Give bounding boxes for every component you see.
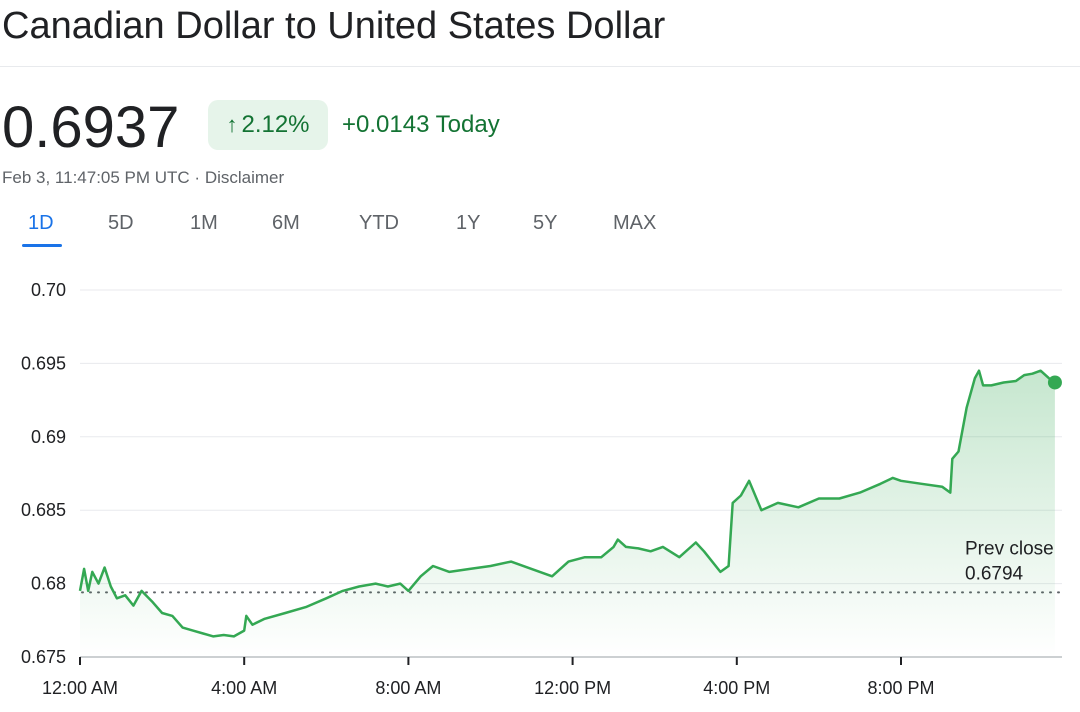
prev-close-label: Prev close [965, 538, 1054, 559]
timestamp-disclaimer[interactable]: Feb 3, 11:47:05 PM UTC · Disclaimer [2, 168, 285, 187]
y-axis-ticks: 0.70 0.695 0.69 0.685 0.68 0.675 [21, 280, 66, 667]
tab-5y[interactable]: 5Y [533, 212, 558, 234]
change-percent-badge: ↑ 2.12% [208, 100, 328, 150]
change-percent-value: 2.12% [241, 111, 310, 138]
x-tick-label: 12:00 AM [42, 678, 118, 698]
range-tabs: 1D 5D 1M 6M YTD 1Y 5Y MAX [0, 208, 760, 247]
x-tick-label: 4:00 PM [703, 678, 770, 698]
y-tick-label: 0.685 [21, 500, 66, 520]
y-tick-label: 0.69 [31, 427, 66, 447]
arrow-up-icon: ↑ [226, 112, 238, 137]
x-tick-label: 8:00 AM [375, 678, 441, 698]
prev-close-value: 0.6794 [965, 563, 1024, 584]
tab-1m[interactable]: 1M [190, 212, 218, 234]
header-divider [0, 66, 1080, 67]
x-tick-label: 8:00 PM [867, 678, 934, 698]
current-price: 0.6937 [2, 95, 180, 160]
page-title: Canadian Dollar to United States Dollar [2, 5, 666, 47]
tab-max[interactable]: MAX [613, 212, 657, 234]
tab-6m[interactable]: 6M [272, 212, 300, 234]
x-tick-label: 4:00 AM [211, 678, 277, 698]
y-tick-label: 0.68 [31, 574, 66, 594]
tab-5d[interactable]: 5D [108, 212, 134, 234]
change-absolute: +0.0143 Today [342, 111, 500, 138]
y-tick-label: 0.70 [31, 280, 66, 300]
tab-ytd[interactable]: YTD [359, 212, 399, 234]
tab-1y[interactable]: 1Y [456, 212, 481, 234]
tab-1d[interactable]: 1D [28, 212, 54, 234]
price-series-line [78, 369, 1056, 638]
last-price-dot [1047, 375, 1062, 390]
price-area-fill [80, 370, 1055, 657]
x-axis-ticks: 12:00 AM 4:00 AM 8:00 AM 12:00 PM 4:00 PM 8:0… [42, 657, 935, 698]
x-tick-label: 12:00 PM [534, 678, 611, 698]
y-tick-label: 0.675 [21, 647, 66, 667]
active-tab-indicator [22, 244, 62, 247]
y-tick-label: 0.695 [21, 353, 66, 373]
